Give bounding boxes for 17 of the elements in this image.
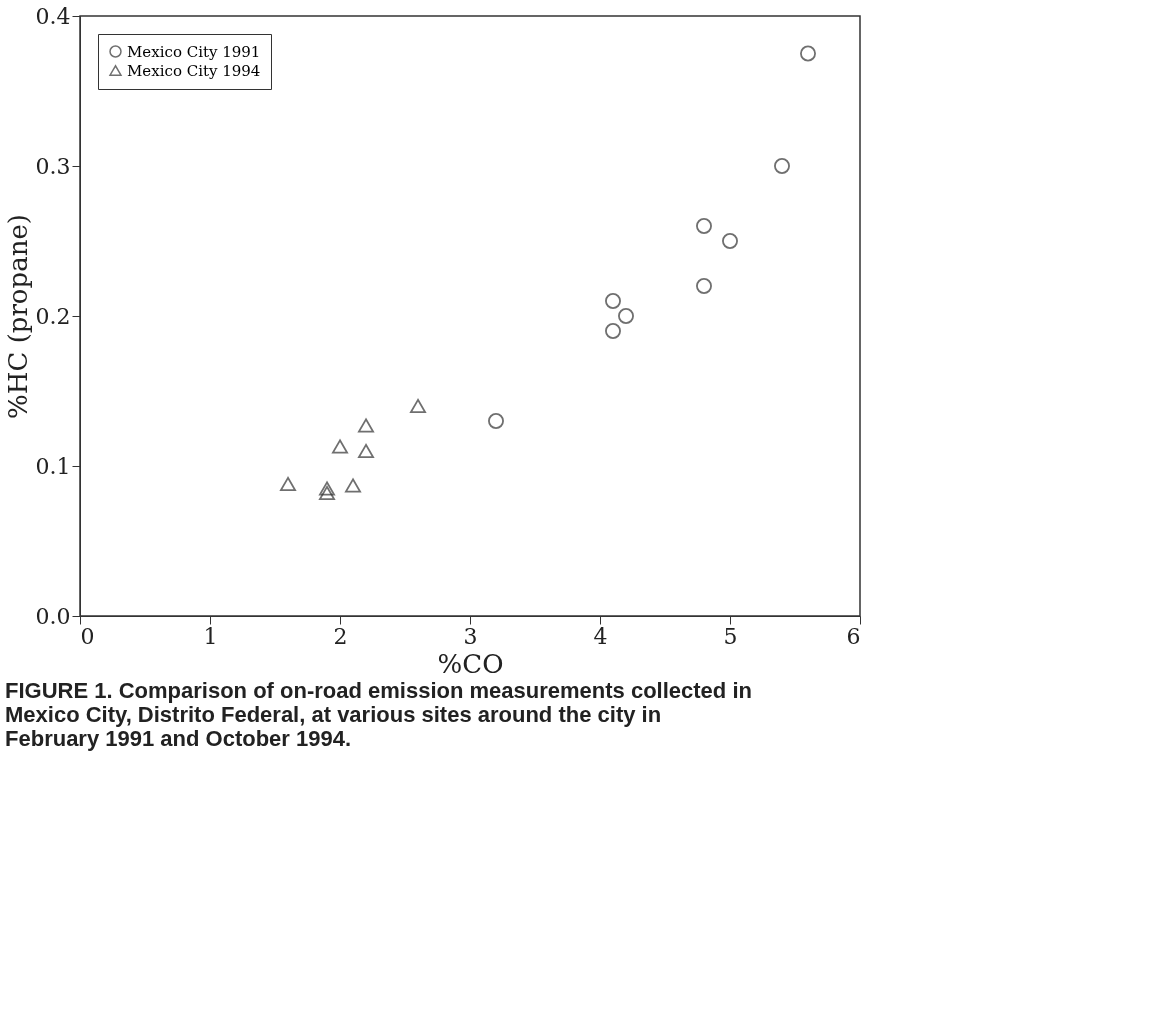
- caption: FIGURE 1. Comparison of on-road emission measurements collected in Mexico City, Distrito Federal, at various sites around the city in February 1991 and October 1994.: [5, 678, 752, 751]
- y-tick-label: 0.4: [35, 3, 71, 29]
- y-tick-label: 0.2: [35, 303, 71, 329]
- x-tick-label: 2: [333, 623, 348, 649]
- x-tick-label: 3: [463, 623, 478, 649]
- x-axis-title: %CO: [437, 648, 504, 679]
- y-tick-label: 0.3: [35, 153, 71, 179]
- x-tick-label: 1: [203, 623, 218, 649]
- y-tick-label: 0.0: [35, 603, 71, 629]
- y-axis-title: %HC (propane): [2, 214, 33, 419]
- x-tick-label: 5: [723, 623, 738, 649]
- legend-label: Mexico City 1991: [127, 42, 261, 61]
- x-tick-label: 0: [80, 623, 95, 649]
- y-tick-label: 0.1: [35, 453, 71, 479]
- legend-label: Mexico City 1994: [127, 61, 261, 80]
- x-tick-label: 4: [593, 623, 608, 649]
- x-tick-label: 6: [846, 623, 861, 649]
